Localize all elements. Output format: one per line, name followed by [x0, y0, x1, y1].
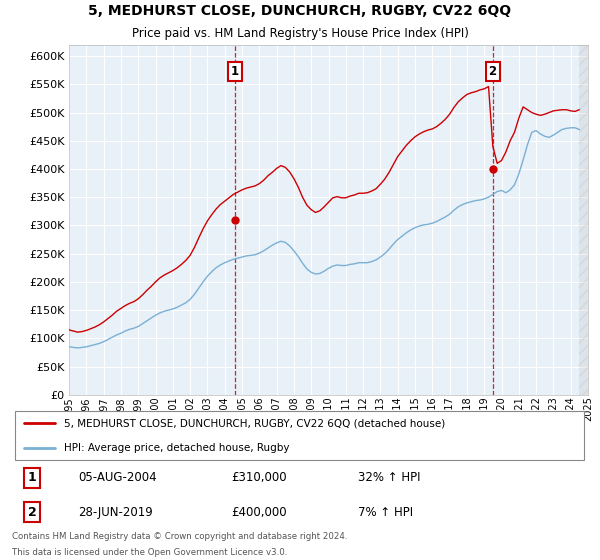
Text: 5, MEDHURST CLOSE, DUNCHURCH, RUGBY, CV22 6QQ: 5, MEDHURST CLOSE, DUNCHURCH, RUGBY, CV2… — [88, 4, 512, 17]
Text: Contains HM Land Registry data © Crown copyright and database right 2024.: Contains HM Land Registry data © Crown c… — [12, 532, 347, 542]
Text: 2: 2 — [488, 66, 497, 78]
Text: 2: 2 — [28, 506, 37, 519]
Text: 32% ↑ HPI: 32% ↑ HPI — [358, 471, 420, 484]
FancyBboxPatch shape — [15, 411, 584, 460]
Text: HPI: Average price, detached house, Rugby: HPI: Average price, detached house, Rugb… — [64, 442, 289, 452]
Text: Price paid vs. HM Land Registry's House Price Index (HPI): Price paid vs. HM Land Registry's House … — [131, 27, 469, 40]
Text: 28-JUN-2019: 28-JUN-2019 — [78, 506, 153, 519]
Text: 7% ↑ HPI: 7% ↑ HPI — [358, 506, 413, 519]
Text: 1: 1 — [230, 66, 239, 78]
Text: 05-AUG-2004: 05-AUG-2004 — [78, 471, 157, 484]
Text: £310,000: £310,000 — [231, 471, 287, 484]
Text: 1: 1 — [28, 471, 37, 484]
Text: This data is licensed under the Open Government Licence v3.0.: This data is licensed under the Open Gov… — [12, 548, 287, 557]
Text: 5, MEDHURST CLOSE, DUNCHURCH, RUGBY, CV22 6QQ (detached house): 5, MEDHURST CLOSE, DUNCHURCH, RUGBY, CV2… — [64, 418, 445, 428]
Text: £400,000: £400,000 — [231, 506, 287, 519]
